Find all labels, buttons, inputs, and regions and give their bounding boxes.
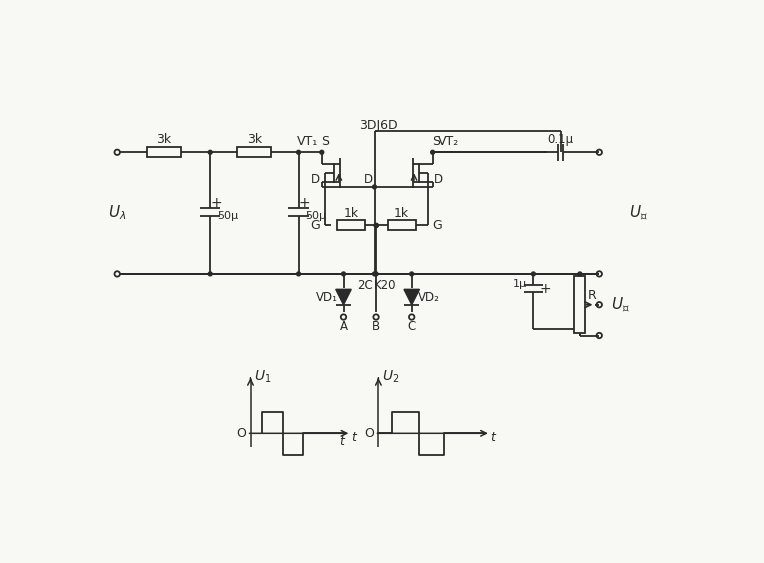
Text: 50μ: 50μ xyxy=(305,211,326,221)
Circle shape xyxy=(410,272,413,276)
Text: B: B xyxy=(372,320,380,333)
Text: R: R xyxy=(588,289,597,302)
Circle shape xyxy=(374,272,378,276)
Circle shape xyxy=(374,224,378,227)
Circle shape xyxy=(296,272,300,276)
Text: VD₁: VD₁ xyxy=(316,291,338,303)
Text: $U_{出}$: $U_{出}$ xyxy=(611,295,630,314)
Text: VT₂: VT₂ xyxy=(438,135,458,148)
Polygon shape xyxy=(404,289,419,305)
Text: +: + xyxy=(540,282,552,296)
Text: $U_{滤}$: $U_{滤}$ xyxy=(629,203,647,222)
Text: D: D xyxy=(364,173,373,186)
Text: D: D xyxy=(311,173,320,186)
Text: t: t xyxy=(351,431,356,444)
Circle shape xyxy=(209,150,212,154)
Text: $U_{λ}$: $U_{λ}$ xyxy=(108,203,126,222)
Circle shape xyxy=(578,272,582,276)
Circle shape xyxy=(209,272,212,276)
Text: G: G xyxy=(432,219,442,232)
Bar xyxy=(337,220,365,230)
Text: O: O xyxy=(364,427,374,440)
Text: 2C: 2C xyxy=(358,279,373,292)
Polygon shape xyxy=(335,289,351,305)
Bar xyxy=(387,220,416,230)
Text: +: + xyxy=(211,196,222,210)
Circle shape xyxy=(373,272,377,276)
Text: 3k: 3k xyxy=(156,133,171,146)
Bar xyxy=(147,148,181,157)
Text: A: A xyxy=(339,320,348,333)
Circle shape xyxy=(532,272,536,276)
Text: D: D xyxy=(434,173,443,186)
Text: $U_1$: $U_1$ xyxy=(254,368,272,385)
Bar xyxy=(575,276,585,333)
Circle shape xyxy=(374,224,378,227)
Text: +: + xyxy=(299,196,310,210)
Circle shape xyxy=(320,150,324,154)
Text: O: O xyxy=(236,427,246,440)
Circle shape xyxy=(373,185,377,189)
Circle shape xyxy=(296,150,300,154)
Text: 50μ: 50μ xyxy=(217,211,238,221)
Text: 0.1μ: 0.1μ xyxy=(548,133,574,146)
Text: VT₁: VT₁ xyxy=(297,135,319,148)
Circle shape xyxy=(342,272,345,276)
Text: C: C xyxy=(407,320,416,333)
Text: S: S xyxy=(321,135,329,148)
Text: 1k: 1k xyxy=(394,207,410,220)
Text: t: t xyxy=(339,435,345,448)
Bar xyxy=(238,148,271,157)
Text: 1k: 1k xyxy=(344,207,359,220)
Text: $U_2$: $U_2$ xyxy=(382,368,400,385)
Text: G: G xyxy=(311,219,320,232)
Text: t: t xyxy=(490,431,496,444)
Text: 3DJ6D: 3DJ6D xyxy=(359,119,398,132)
Text: 3k: 3k xyxy=(247,133,262,146)
Text: S: S xyxy=(432,135,440,148)
Circle shape xyxy=(431,150,435,154)
Text: 1μ: 1μ xyxy=(513,279,526,289)
Text: K20: K20 xyxy=(374,279,397,292)
Text: VD₂: VD₂ xyxy=(418,291,440,303)
